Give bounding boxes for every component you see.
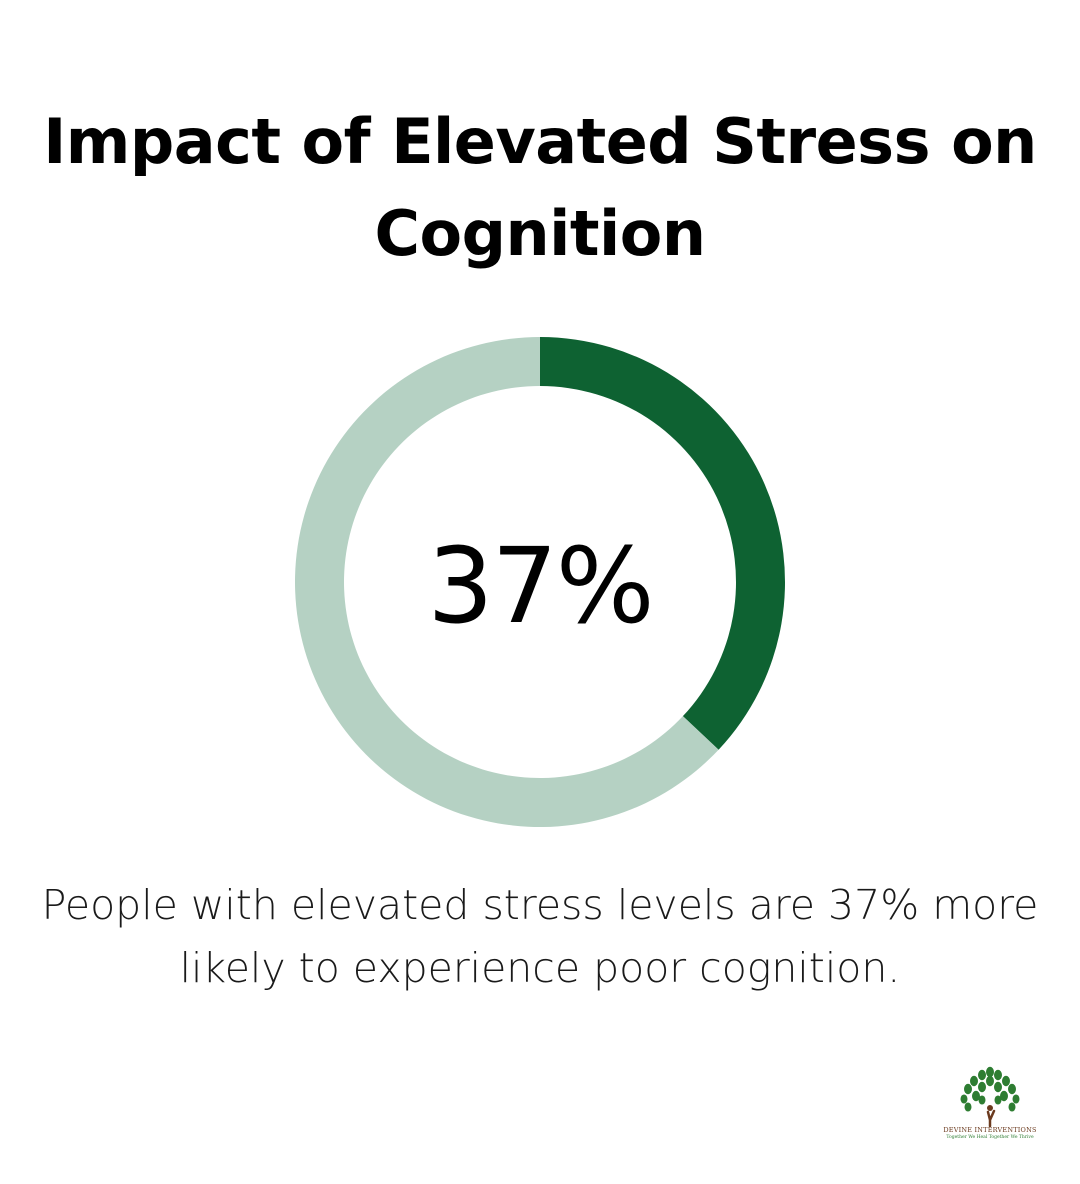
leaf-icon xyxy=(972,1090,980,1102)
leaf-icon xyxy=(1008,1083,1016,1095)
leaf-icon xyxy=(970,1075,978,1087)
leaf-icon xyxy=(964,1102,972,1112)
donut-slices xyxy=(294,337,785,827)
leaf-icon xyxy=(1002,1075,1010,1087)
caption-text: People with elevated stress levels are 3… xyxy=(41,881,1039,992)
leaf-icon xyxy=(964,1083,972,1095)
leaf-icon xyxy=(994,1081,1002,1093)
leaf-icon xyxy=(960,1094,968,1104)
leaf-icon xyxy=(978,1095,986,1105)
page-title: Impact of Elevated Stress on Cognition xyxy=(43,105,1037,270)
leaf-icon xyxy=(978,1069,986,1081)
leaf-icon xyxy=(994,1069,1002,1081)
logo-name: DEVINE INTERVENTIONS xyxy=(943,1126,1037,1134)
tree-icon xyxy=(960,1066,1020,1128)
center-percentage: 37% xyxy=(427,525,654,647)
leaf-icon xyxy=(986,1066,994,1078)
logo-tagline: Together We Heal Together We Thrive xyxy=(946,1135,1034,1140)
leaf-icon xyxy=(986,1075,994,1087)
donut-chart xyxy=(294,337,785,827)
leaf-icon xyxy=(994,1095,1002,1105)
leaf-icon xyxy=(1008,1102,1016,1112)
leaf-icon xyxy=(978,1081,986,1093)
donut-slice-highlight xyxy=(540,337,785,750)
leaf-icon xyxy=(1012,1094,1020,1104)
donut-slice-remainder xyxy=(294,337,719,827)
leaf-icon xyxy=(1000,1090,1008,1102)
